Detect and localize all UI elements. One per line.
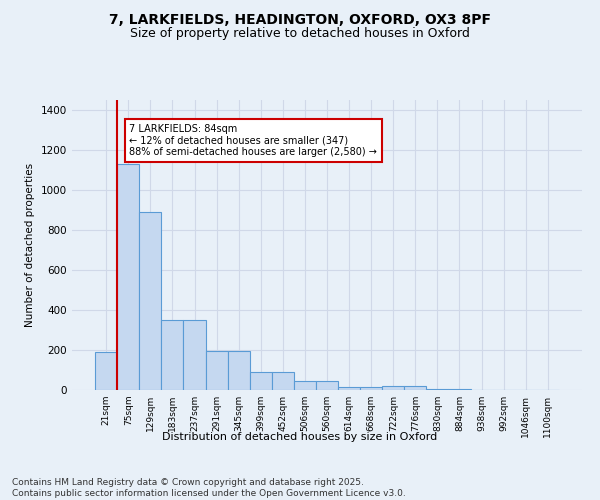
Bar bbox=[227, 351, 250, 390]
Bar bbox=[139, 212, 161, 390]
Text: 7 LARKFIELDS: 84sqm
← 12% of detached houses are smaller (347)
88% of semi-detac: 7 LARKFIELDS: 84sqm ← 12% of detached ho… bbox=[130, 124, 377, 157]
Bar bbox=[316, 381, 338, 390]
Bar bbox=[250, 372, 272, 390]
Text: Contains HM Land Registry data © Crown copyright and database right 2025.
Contai: Contains HM Land Registry data © Crown c… bbox=[12, 478, 406, 498]
Text: 7, LARKFIELDS, HEADINGTON, OXFORD, OX3 8PF: 7, LARKFIELDS, HEADINGTON, OXFORD, OX3 8… bbox=[109, 12, 491, 26]
Bar bbox=[360, 387, 382, 390]
Bar bbox=[272, 372, 294, 390]
Bar bbox=[206, 351, 227, 390]
Bar bbox=[117, 164, 139, 390]
Bar bbox=[404, 386, 427, 390]
Bar bbox=[184, 320, 206, 390]
Text: Size of property relative to detached houses in Oxford: Size of property relative to detached ho… bbox=[130, 28, 470, 40]
Bar bbox=[382, 386, 404, 390]
Bar bbox=[448, 389, 470, 390]
Bar bbox=[294, 381, 316, 390]
Text: Distribution of detached houses by size in Oxford: Distribution of detached houses by size … bbox=[163, 432, 437, 442]
Bar bbox=[427, 389, 448, 390]
Bar bbox=[95, 352, 117, 390]
Bar bbox=[338, 387, 360, 390]
Bar bbox=[161, 320, 184, 390]
Y-axis label: Number of detached properties: Number of detached properties bbox=[25, 163, 35, 327]
